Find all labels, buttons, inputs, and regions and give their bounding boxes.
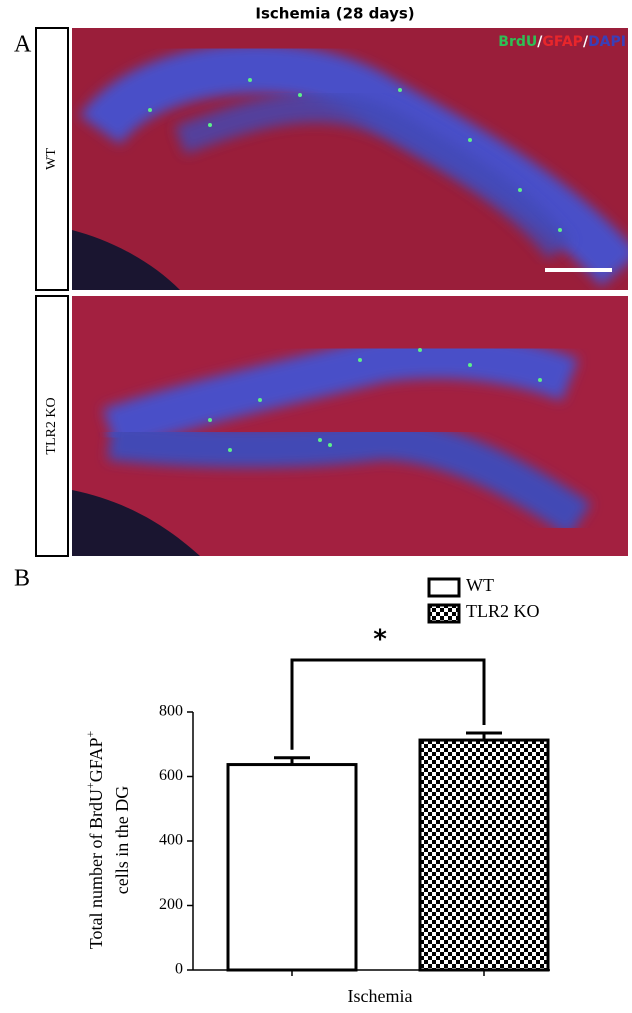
stain-name: DAPI (588, 34, 626, 50)
legend-label: TLR2 KO (466, 601, 540, 621)
separator: / (537, 34, 543, 50)
y-tick-label: 600 (159, 767, 183, 784)
y-label-part: Total number of BrdU (86, 789, 106, 949)
stain-name: GFAP (542, 34, 583, 50)
row-label-box (35, 27, 69, 291)
y-tick-label: 800 (159, 703, 183, 720)
separator: / (583, 34, 589, 50)
significance-bracket (290, 658, 486, 750)
stain-name: BrdU (498, 34, 537, 50)
y-label-sup: + (83, 731, 97, 738)
significance: * (373, 625, 387, 655)
y-axis-label: Total number of BrdU+GFAP+ cells in the … (83, 731, 132, 950)
legend-swatch (427, 577, 461, 598)
panel-label: A (14, 32, 32, 58)
y-tick-label: 0 (175, 961, 183, 978)
row-label-box (35, 295, 69, 557)
row-label: WT (44, 148, 59, 170)
legend-label: WT (466, 575, 494, 595)
y-label-line: Total number of BrdU+GFAP+ (83, 731, 106, 950)
y-label-line: cells in the DG (112, 786, 132, 894)
micrograph (72, 28, 628, 290)
stain-text: BrdU/GFAP/DAPI (498, 34, 626, 50)
row-label: TLR2 KO (44, 397, 59, 454)
bar (418, 738, 550, 972)
y-tick-label: 400 (159, 832, 183, 849)
panel-label: B (14, 566, 30, 592)
y-tick-label: 200 (159, 896, 183, 913)
y-label-sup: + (83, 782, 97, 789)
bar (226, 763, 358, 972)
y-label-part: GFAP (86, 738, 106, 783)
x-axis-label: Ischemia (348, 986, 413, 1006)
micrograph (72, 296, 628, 556)
panel-title: Ischemia (28 days) (255, 5, 414, 23)
legend-swatch (427, 603, 461, 624)
stain-legend: BrdU/GFAP/DAPI (498, 34, 626, 50)
